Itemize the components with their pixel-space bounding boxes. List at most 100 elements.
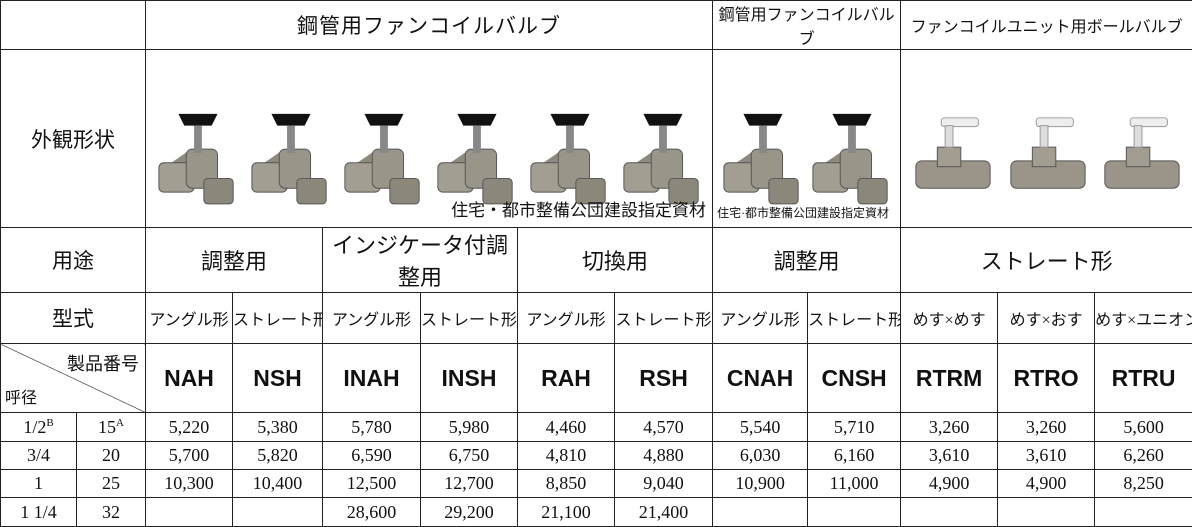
price: 4,570 — [615, 413, 713, 442]
valve-photo — [618, 99, 706, 209]
usage: 調整用 — [146, 228, 323, 293]
valve-photo — [807, 99, 895, 209]
price: 12,700 — [421, 470, 518, 498]
size-inch: 1 — [1, 470, 77, 498]
image-cell: 住宅・都市整備公団建設指定資材 — [146, 50, 713, 228]
usage: 切換用 — [518, 228, 713, 293]
type: アングル形 — [146, 293, 233, 344]
note: 住宅·都市整備公団建設指定資材 — [717, 204, 889, 221]
type: ストレート形 — [233, 293, 323, 344]
price: 3,260 — [901, 413, 998, 442]
usage: ストレート形 — [901, 228, 1192, 293]
product-code: RTRO — [998, 344, 1095, 413]
image-cell: 住宅·都市整備公団建設指定資材 — [713, 50, 901, 228]
price — [808, 498, 901, 527]
product-code: RTRM — [901, 344, 998, 413]
valve-photo — [339, 99, 427, 209]
product-code: INAH — [323, 344, 421, 413]
size-inch: 1 1/4 — [1, 498, 77, 527]
type: めす×おす — [998, 293, 1095, 344]
price: 5,600 — [1095, 413, 1192, 442]
price — [901, 498, 998, 527]
image-strip — [146, 69, 712, 209]
price: 3,610 — [998, 442, 1095, 470]
price: 5,980 — [421, 413, 518, 442]
table-row: 型式アングル形ストレート形アングル形ストレート形アングル形ストレート形アングル形… — [1, 293, 1192, 344]
valve-photo — [432, 99, 520, 209]
type: アングル形 — [713, 293, 808, 344]
price: 29,200 — [421, 498, 518, 527]
price — [713, 498, 808, 527]
page: {"header":{"groups":["鋼管用ファンコイルバルブ","鋼管用… — [0, 0, 1192, 481]
price: 10,300 — [146, 470, 233, 498]
price: 5,540 — [713, 413, 808, 442]
price — [1095, 498, 1192, 527]
group-header: 鋼管用ファンコイルバルブ — [146, 1, 713, 50]
size-mm-text: 15 — [98, 417, 116, 437]
header-diagonal: 製品番号呼径 — [1, 344, 146, 413]
product-code: NSH — [233, 344, 323, 413]
valve-photo — [1003, 99, 1091, 209]
unit-mark: B — [46, 417, 53, 429]
price: 5,380 — [233, 413, 323, 442]
row-label: 用途 — [1, 228, 146, 293]
price: 5,700 — [146, 442, 233, 470]
header-label: 製品番号 — [67, 350, 139, 376]
type: アングル形 — [518, 293, 615, 344]
type: ストレート形 — [421, 293, 518, 344]
price: 6,260 — [1095, 442, 1192, 470]
row-label: 型式 — [1, 293, 146, 344]
price: 5,820 — [233, 442, 323, 470]
price: 6,160 — [808, 442, 901, 470]
price: 21,400 — [615, 498, 713, 527]
header-label: 呼径 — [5, 384, 37, 408]
price: 21,100 — [518, 498, 615, 527]
note: 住宅・都市整備公団建設指定資材 — [451, 196, 706, 221]
price — [233, 498, 323, 527]
size-mm: 20 — [77, 442, 146, 470]
price — [998, 498, 1095, 527]
price: 4,900 — [998, 470, 1095, 498]
size-inch: 1/2B — [1, 413, 77, 442]
product-code: NAH — [146, 344, 233, 413]
price: 5,710 — [808, 413, 901, 442]
size-inch-text: 1 1/4 — [20, 502, 57, 522]
price: 3,610 — [901, 442, 998, 470]
type: ストレート形 — [615, 293, 713, 344]
type: めす×ユニオン — [1095, 293, 1192, 344]
product-code: CNAH — [713, 344, 808, 413]
price: 4,900 — [901, 470, 998, 498]
type: めす×めす — [901, 293, 998, 344]
size-mm-text: 20 — [102, 445, 120, 465]
size-inch-text: 1/2 — [23, 417, 46, 437]
product-code: RTRU — [1095, 344, 1192, 413]
type: アングル形 — [323, 293, 421, 344]
product-code: INSH — [421, 344, 518, 413]
size-mm: 32 — [77, 498, 146, 527]
price: 6,030 — [713, 442, 808, 470]
price: 4,460 — [518, 413, 615, 442]
table-row: 外観形状住宅・都市整備公団建設指定資材住宅·都市整備公団建設指定資材 — [1, 50, 1192, 228]
corner-cell — [1, 1, 146, 50]
image-cell — [901, 50, 1192, 228]
size-inch-text: 3/4 — [27, 445, 50, 465]
price: 10,400 — [233, 470, 323, 498]
price: 4,810 — [518, 442, 615, 470]
valve-photo — [246, 99, 334, 209]
group-header: 鋼管用ファンコイルバルブ — [713, 1, 901, 50]
price: 6,590 — [323, 442, 421, 470]
size-mm-text: 32 — [102, 502, 120, 522]
size-inch: 3/4 — [1, 442, 77, 470]
size-mm-text: 25 — [102, 473, 120, 493]
price: 8,850 — [518, 470, 615, 498]
size-mm: 15A — [77, 413, 146, 442]
table-row: 鋼管用ファンコイルバルブ鋼管用ファンコイルバルブファンコイルユニット用ボールバル… — [1, 1, 1192, 50]
type: ストレート形 — [808, 293, 901, 344]
price: 11,000 — [808, 470, 901, 498]
group-header: ファンコイルユニット用ボールバルブ — [901, 1, 1192, 50]
table-row: 用途調整用インジケータ付調整用切換用調整用ストレート形 — [1, 228, 1192, 293]
